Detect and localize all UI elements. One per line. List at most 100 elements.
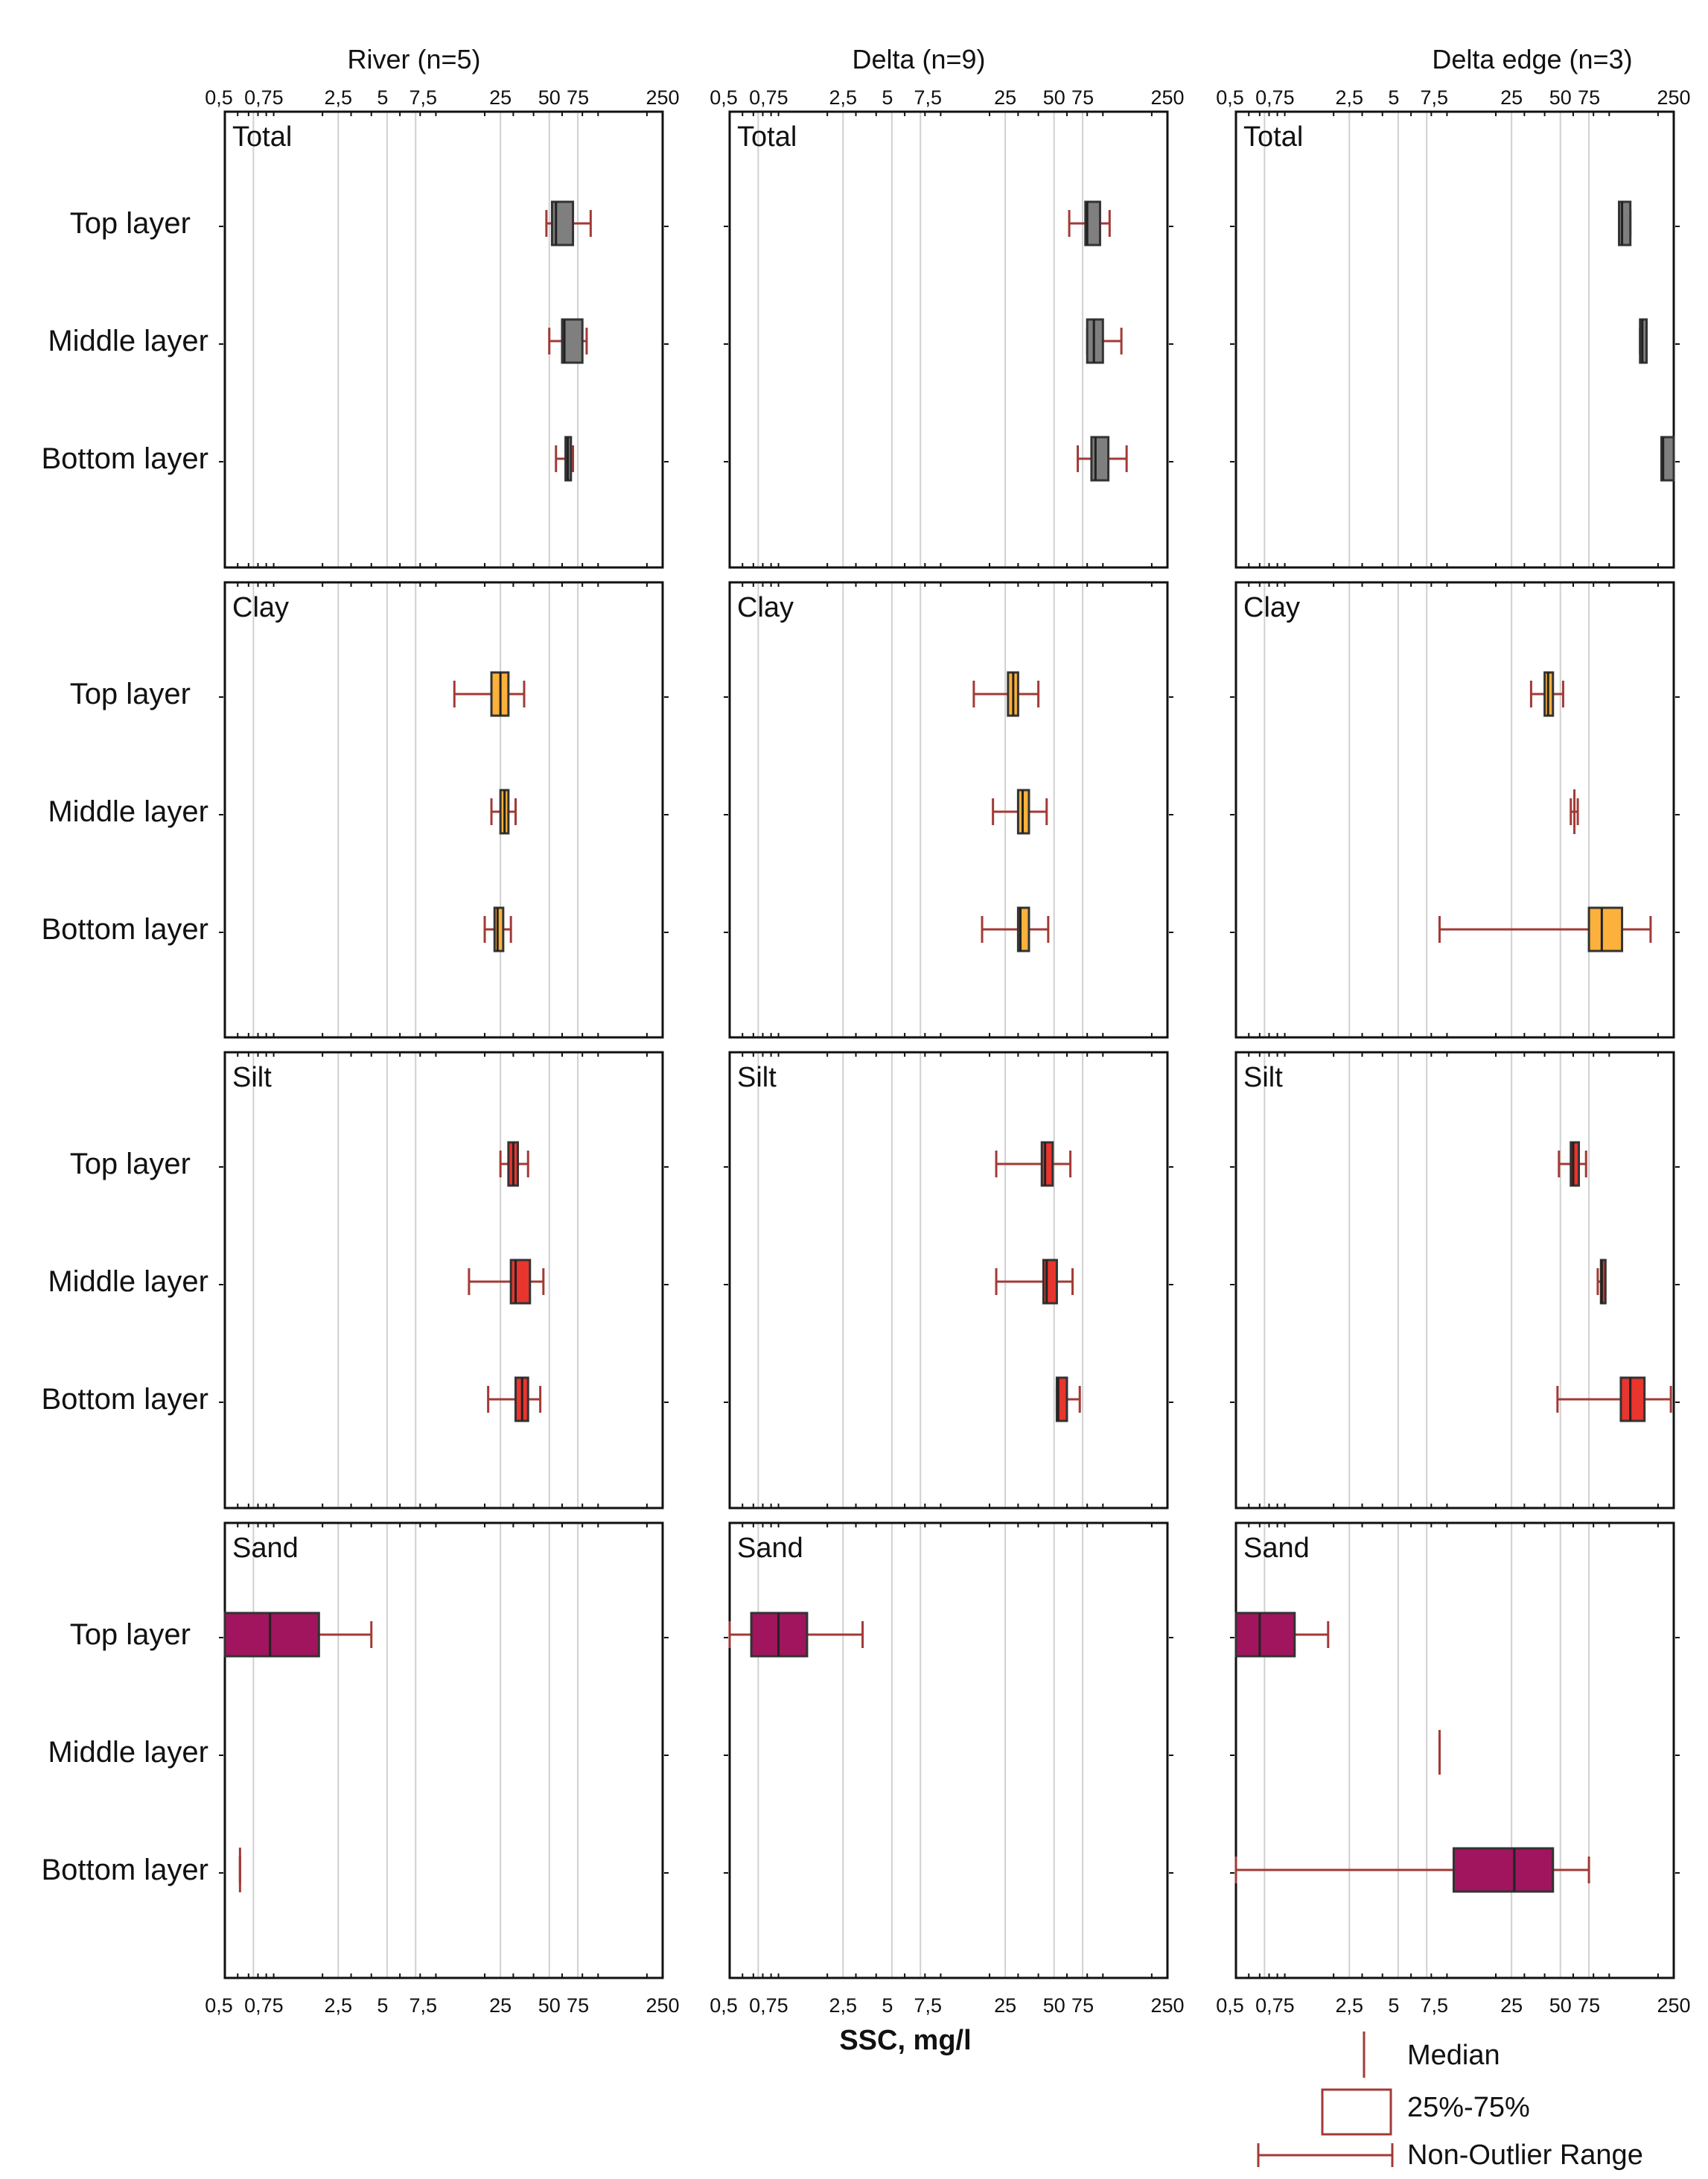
bottom-tick-label: 2,5 — [829, 1994, 858, 2017]
panel-title: Sand — [737, 1533, 803, 1564]
box — [1086, 318, 1104, 364]
box — [1234, 1612, 1296, 1658]
panel-title: Silt — [1243, 1062, 1283, 1093]
bottom-tick-label: 25 — [994, 1994, 1016, 2017]
layer-label: Top layer — [70, 678, 191, 710]
box — [1570, 1141, 1581, 1187]
box — [1452, 1847, 1555, 1893]
layer-label: Bottom layer — [41, 913, 208, 946]
bottom-tick-label: 250 — [1657, 1994, 1690, 2017]
bottom-axis-ticks: 0,5 0,75 2,5 5 7,5 25 50 75 250 0,5 0,75 2,5 5 7,5 25 5… — [205, 1994, 1690, 2017]
top-tick-label: 5 — [882, 86, 893, 109]
top-axis-ticks: 0,5 0,75 2,5 5 7,5 25 50 75 250 0,5 0,75 2,5 5 7,5 25 5… — [205, 86, 1690, 109]
bottom-tick-label: 25 — [1500, 1994, 1523, 2017]
panel-title: Total — [737, 121, 797, 153]
panel: Clay — [1230, 581, 1680, 1039]
box — [1040, 1141, 1054, 1187]
bottom-tick-label: 0,75 — [244, 1994, 284, 2017]
top-tick-label: 250 — [1150, 86, 1184, 109]
top-tick-label: 2,5 — [1336, 86, 1364, 109]
bottom-tick-label: 50 — [1043, 1994, 1065, 2017]
top-tick-label: 250 — [1657, 86, 1690, 109]
bottom-tick-label: 5 — [882, 1994, 893, 2017]
panel-frame — [728, 110, 1169, 569]
column-title: River (n=5) — [347, 44, 480, 74]
panel-frame — [1234, 1051, 1675, 1510]
panel-frame — [728, 1051, 1169, 1510]
top-tick-label: 75 — [1071, 86, 1094, 109]
top-tick-label: 0,75 — [749, 86, 788, 109]
layer-label: Middle layer — [48, 1265, 208, 1298]
legend-label: 25%-75% — [1407, 2092, 1530, 2123]
top-tick-label: 75 — [567, 86, 589, 109]
top-tick-label: 75 — [1578, 86, 1600, 109]
panel-title: Silt — [737, 1062, 777, 1093]
panel-title: Sand — [232, 1533, 299, 1564]
top-tick-label: 2,5 — [829, 86, 858, 109]
box — [493, 906, 505, 952]
column-titles: River (n=5) Delta (n=9) Delta edge (n=3) — [347, 44, 1632, 74]
layer-label: Top layer — [70, 1148, 191, 1180]
legend-label: Median — [1407, 2040, 1500, 2071]
layer-label: Bottom layer — [41, 1854, 208, 1886]
box — [509, 1259, 532, 1305]
bottom-tick-label: 250 — [1150, 1994, 1184, 2017]
panel-frame — [1234, 1521, 1675, 1979]
panel: Total — [724, 110, 1173, 569]
panel-title: Silt — [232, 1062, 272, 1093]
panel: Sand — [219, 1521, 669, 1979]
layer-label: Top layer — [70, 207, 191, 240]
top-tick-label: 0,75 — [244, 86, 284, 109]
bottom-tick-label: 0,5 — [205, 1994, 233, 2017]
panel-frame — [728, 581, 1169, 1039]
top-tick-label: 0,5 — [710, 86, 738, 109]
top-tick-label: 7,5 — [409, 86, 437, 109]
panel-title: Clay — [1243, 592, 1300, 623]
top-tick-label: 50 — [538, 86, 561, 109]
top-tick-label: 7,5 — [1420, 86, 1448, 109]
panel: Sand — [724, 1521, 1173, 1979]
top-tick-label: 2,5 — [325, 86, 353, 109]
layer-label: Middle layer — [48, 325, 208, 357]
bottom-tick-label: 0,5 — [1216, 1994, 1244, 2017]
box — [1042, 1259, 1058, 1305]
panels: Total Top layer Middle layer Bottom layer Cl… — [41, 110, 1680, 1979]
layer-label: Middle layer — [48, 795, 208, 828]
top-tick-label: 7,5 — [914, 86, 942, 109]
panel-title: Clay — [737, 592, 794, 623]
panel: Silt — [219, 1051, 669, 1510]
layer-label: Bottom layer — [41, 442, 208, 475]
bottom-tick-label: 5 — [377, 1994, 388, 2017]
panel-title: Total — [232, 121, 292, 153]
panel-frame — [1234, 110, 1675, 569]
bottom-tick-label: 0,5 — [710, 1994, 738, 2017]
box — [1055, 1376, 1068, 1422]
bottom-tick-label: 50 — [1549, 1994, 1572, 2017]
box — [1660, 436, 1675, 482]
panel: Clay — [219, 581, 669, 1039]
bottom-tick-label: 7,5 — [914, 1994, 942, 2017]
box — [1619, 1376, 1646, 1422]
bottom-tick-label: 75 — [567, 1994, 589, 2017]
panel-frame — [223, 581, 664, 1039]
legend-box-swatch — [1321, 2088, 1392, 2136]
top-tick-label: 0,75 — [1255, 86, 1295, 109]
top-tick-label: 50 — [1549, 86, 1572, 109]
bottom-tick-label: 2,5 — [1336, 1994, 1364, 2017]
box — [1587, 906, 1624, 952]
bottom-tick-label: 7,5 — [1420, 1994, 1448, 2017]
layer-label: Bottom layer — [41, 1383, 208, 1416]
bottom-tick-label: 0,75 — [749, 1994, 788, 2017]
panel-frame — [223, 110, 664, 569]
bottom-tick-label: 250 — [646, 1994, 679, 2017]
panel: Total — [1230, 110, 1680, 569]
panel-frame — [1234, 581, 1675, 1039]
panel-frame — [223, 1051, 664, 1510]
bottom-tick-label: 75 — [1578, 1994, 1600, 2017]
top-tick-label: 5 — [1388, 86, 1399, 109]
bottom-tick-label: 0,75 — [1255, 1994, 1295, 2017]
legend: Median 25%-75% Non-Outlier Range — [1257, 2032, 1643, 2171]
top-tick-label: 25 — [489, 86, 512, 109]
panel: Total — [219, 110, 669, 569]
top-tick-label: 0,5 — [205, 86, 233, 109]
